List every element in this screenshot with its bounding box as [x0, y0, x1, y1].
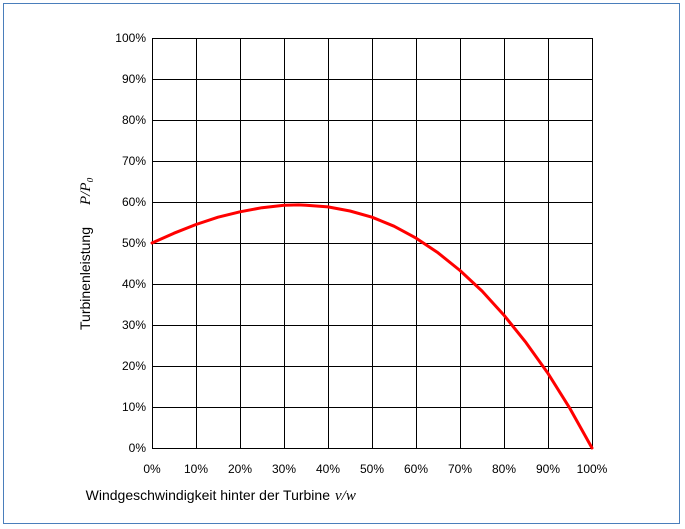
y-tick-label: 20% — [122, 359, 146, 373]
x-tick-label: 10% — [184, 462, 208, 476]
x-axis-label: Windgeschwindigkeit hinter der Turbine — [86, 487, 331, 503]
x-tick-label: 40% — [316, 462, 340, 476]
y-axis-label: Turbinenleistung — [77, 227, 93, 330]
x-tick-labels: 0% 10% 20% 30% 40% 50% 60% 70% 80% 90% 100% — [143, 462, 607, 476]
y-tick-label: 30% — [122, 318, 146, 332]
x-tick-label: 100% — [577, 462, 608, 476]
y-tick-label: 10% — [122, 400, 146, 414]
x-tick-label: 80% — [492, 462, 516, 476]
y-tick-label: 100% — [115, 31, 146, 45]
y-tick-label: 80% — [122, 113, 146, 127]
y-tick-label: 60% — [122, 195, 146, 209]
y-tick-label: 0% — [129, 441, 147, 455]
y-axis-variable: P/P₀ — [78, 177, 94, 206]
x-tick-label: 50% — [360, 462, 384, 476]
x-tick-label: 20% — [228, 462, 252, 476]
chart-frame — [3, 3, 680, 524]
y-tick-labels: 0% 10% 20% 30% 40% 50% 60% 70% 80% 90% 100% — [115, 31, 146, 455]
series-line — [150, 203, 594, 450]
x-tick-label: 90% — [536, 462, 560, 476]
y-tick-label: 90% — [122, 72, 146, 86]
x-tick-label: 0% — [143, 462, 161, 476]
series-layer — [150, 203, 594, 450]
x-axis-variable: v/w — [335, 488, 356, 504]
y-tick-label: 50% — [122, 236, 146, 250]
x-tick-label: 70% — [448, 462, 472, 476]
y-tick-label: 40% — [122, 277, 146, 291]
y-tick-label: 70% — [122, 154, 146, 168]
x-tick-label: 30% — [272, 462, 296, 476]
x-tick-label: 60% — [404, 462, 428, 476]
grid — [152, 38, 593, 449]
